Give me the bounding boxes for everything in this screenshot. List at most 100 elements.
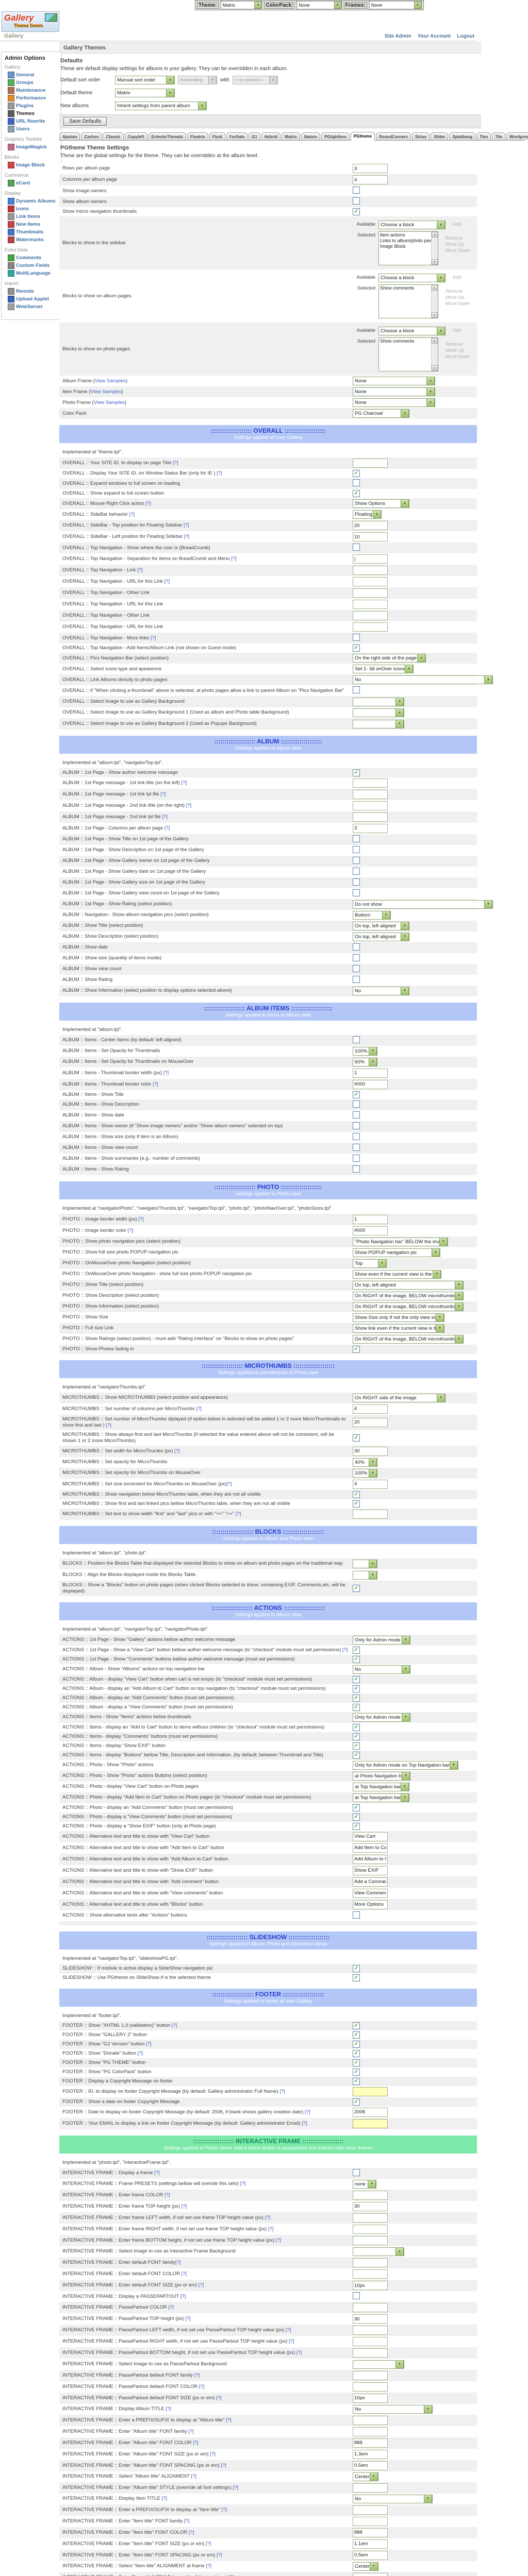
text-input[interactable] <box>353 2573 388 2576</box>
text-input[interactable] <box>353 164 388 173</box>
select[interactable]: None▼ <box>353 377 435 385</box>
header-link-your-account[interactable]: Your Account <box>418 33 451 39</box>
text-input[interactable] <box>353 2382 388 2392</box>
help-link[interactable]: [?] <box>162 814 168 820</box>
help-link[interactable]: [?] <box>173 460 178 466</box>
select[interactable]: On the right side of the page▼ <box>353 654 426 663</box>
help-link[interactable]: [?] <box>153 1081 158 1087</box>
help-link[interactable]: [?] <box>186 803 192 808</box>
checkbox[interactable]: ✓ <box>353 1500 360 1507</box>
checkbox[interactable]: ✓ <box>353 1752 360 1759</box>
help-link[interactable]: [?] <box>226 1481 232 1487</box>
checkbox[interactable] <box>353 1155 360 1162</box>
tab-hybrid[interactable]: Hybrid <box>261 132 280 140</box>
text-input[interactable] <box>353 2483 388 2493</box>
text-input[interactable] <box>353 1900 388 1909</box>
help-link[interactable]: [?] <box>182 2271 187 2277</box>
checkbox[interactable] <box>353 1111 360 1118</box>
text-input[interactable] <box>353 1480 388 1489</box>
checkbox[interactable] <box>353 686 360 693</box>
text-input[interactable] <box>353 1418 388 1427</box>
sidebar-item-users[interactable]: Users <box>4 125 61 133</box>
text-input[interactable] <box>353 2236 388 2245</box>
checkbox[interactable]: ✓ <box>353 1742 360 1750</box>
help-link[interactable]: [?] <box>276 2238 282 2243</box>
sidebar-item-dynamic-albums[interactable]: Dynamic Albums <box>4 197 61 205</box>
help-link[interactable]: [?] <box>184 534 190 539</box>
text-input[interactable] <box>353 2394 388 2403</box>
move-up-link[interactable]: Move Up <box>446 242 470 247</box>
text-input[interactable] <box>353 459 388 468</box>
text-input[interactable] <box>353 790 388 799</box>
text-input[interactable] <box>353 2427 388 2436</box>
checkbox[interactable]: ✓ <box>353 1491 360 1498</box>
choose-block-select[interactable]: Choose a block▼ <box>378 327 446 335</box>
checkbox[interactable] <box>353 634 360 641</box>
sidebar-item-ecard[interactable]: eCard <box>4 179 61 187</box>
text-input[interactable] <box>353 2539 388 2549</box>
checkbox[interactable] <box>353 954 360 961</box>
select[interactable]: 100%▼ <box>353 1047 377 1056</box>
frames-select[interactable]: None▼ <box>369 1 422 9</box>
help-link[interactable]: [?] <box>268 2226 274 2232</box>
text-input[interactable] <box>353 2416 388 2425</box>
scroll-down-icon[interactable]: ▼ <box>432 365 438 371</box>
select[interactable]: ▼ <box>353 1571 377 1580</box>
help-link[interactable]: [?] <box>216 2395 222 2401</box>
help-link[interactable]: [?] <box>196 1406 202 1412</box>
help-link[interactable]: [?] <box>231 556 237 562</box>
checkbox[interactable]: ✓ <box>353 1974 360 1981</box>
text-input[interactable] <box>353 2438 388 2448</box>
move-down-link[interactable]: Move Down <box>446 301 470 306</box>
sidebar-item-themes[interactable]: Themes <box>4 110 61 117</box>
save-defaults-button[interactable]: Save Defaults <box>63 117 107 126</box>
list-item[interactable]: Item actions <box>380 232 430 238</box>
checkbox[interactable] <box>353 544 360 551</box>
text-input[interactable] <box>353 2119 388 2128</box>
help-link[interactable]: [?] <box>182 2204 187 2209</box>
scroll-down-icon[interactable]: ▼ <box>432 312 438 318</box>
checkbox[interactable]: ✓ <box>353 2050 360 2057</box>
checkbox[interactable] <box>353 1911 360 1919</box>
help-link[interactable]: [?] <box>193 2440 199 2446</box>
select[interactable]: Only for Admin mode▼ <box>353 1713 410 1722</box>
select[interactable]: ▼ <box>353 2247 404 2256</box>
sidebar-item-general[interactable]: General <box>4 71 61 79</box>
select[interactable]: none▼ <box>353 2180 376 2189</box>
choose-block-select[interactable]: Choose a block▼ <box>378 274 446 282</box>
help-link[interactable]: [?] <box>166 2406 171 2412</box>
help-link[interactable]: [?] <box>138 1216 144 1222</box>
help-link[interactable]: [?] <box>162 2496 168 2501</box>
sidebar-item-upload-applet[interactable]: Upload Applet <box>4 295 61 303</box>
checkbox[interactable]: ✓ <box>353 208 360 215</box>
help-link[interactable]: [?] <box>217 2552 222 2558</box>
checkbox[interactable]: ✓ <box>353 1346 360 1353</box>
select[interactable]: PG Charcoal▼ <box>353 409 409 418</box>
sidebar-item-new-items[interactable]: New Items <box>4 221 61 228</box>
remove-link[interactable]: Remove <box>446 342 470 347</box>
text-input[interactable] <box>353 1866 388 1875</box>
select[interactable]: No▼ <box>353 1665 410 1674</box>
text-input[interactable] <box>353 1510 388 1519</box>
help-link[interactable]: [?] <box>233 2485 238 2490</box>
text-input[interactable] <box>353 2551 388 2560</box>
text-input[interactable] <box>353 2450 388 2459</box>
select[interactable]: Show even if the current view is the ful… <box>353 1270 441 1279</box>
help-link[interactable]: [?] <box>151 635 156 641</box>
select[interactable]: "Photo Navigation bar" BELOW the image▼ <box>353 1238 448 1246</box>
view-samples-link[interactable]: View Samples <box>94 400 125 405</box>
text-input[interactable] <box>353 2326 388 2335</box>
tab-pgtheme[interactable]: PGtheme <box>351 132 375 141</box>
text-input[interactable] <box>353 2281 388 2290</box>
header-link-logout[interactable]: Logout <box>457 33 474 39</box>
select[interactable]: Show Size only if not the only view size… <box>353 1313 444 1322</box>
checkbox[interactable]: ✓ <box>353 2069 360 2076</box>
text-input[interactable] <box>353 2108 388 2117</box>
help-link[interactable]: [?] <box>279 2089 285 2094</box>
list-item[interactable]: Image Block <box>380 244 430 249</box>
text-input[interactable] <box>353 577 388 586</box>
checkbox[interactable]: ✓ <box>353 2041 360 2048</box>
help-link[interactable]: [?] <box>180 2294 186 2299</box>
checkbox[interactable]: ✓ <box>353 1733 360 1740</box>
help-link[interactable]: [?] <box>129 512 135 517</box>
